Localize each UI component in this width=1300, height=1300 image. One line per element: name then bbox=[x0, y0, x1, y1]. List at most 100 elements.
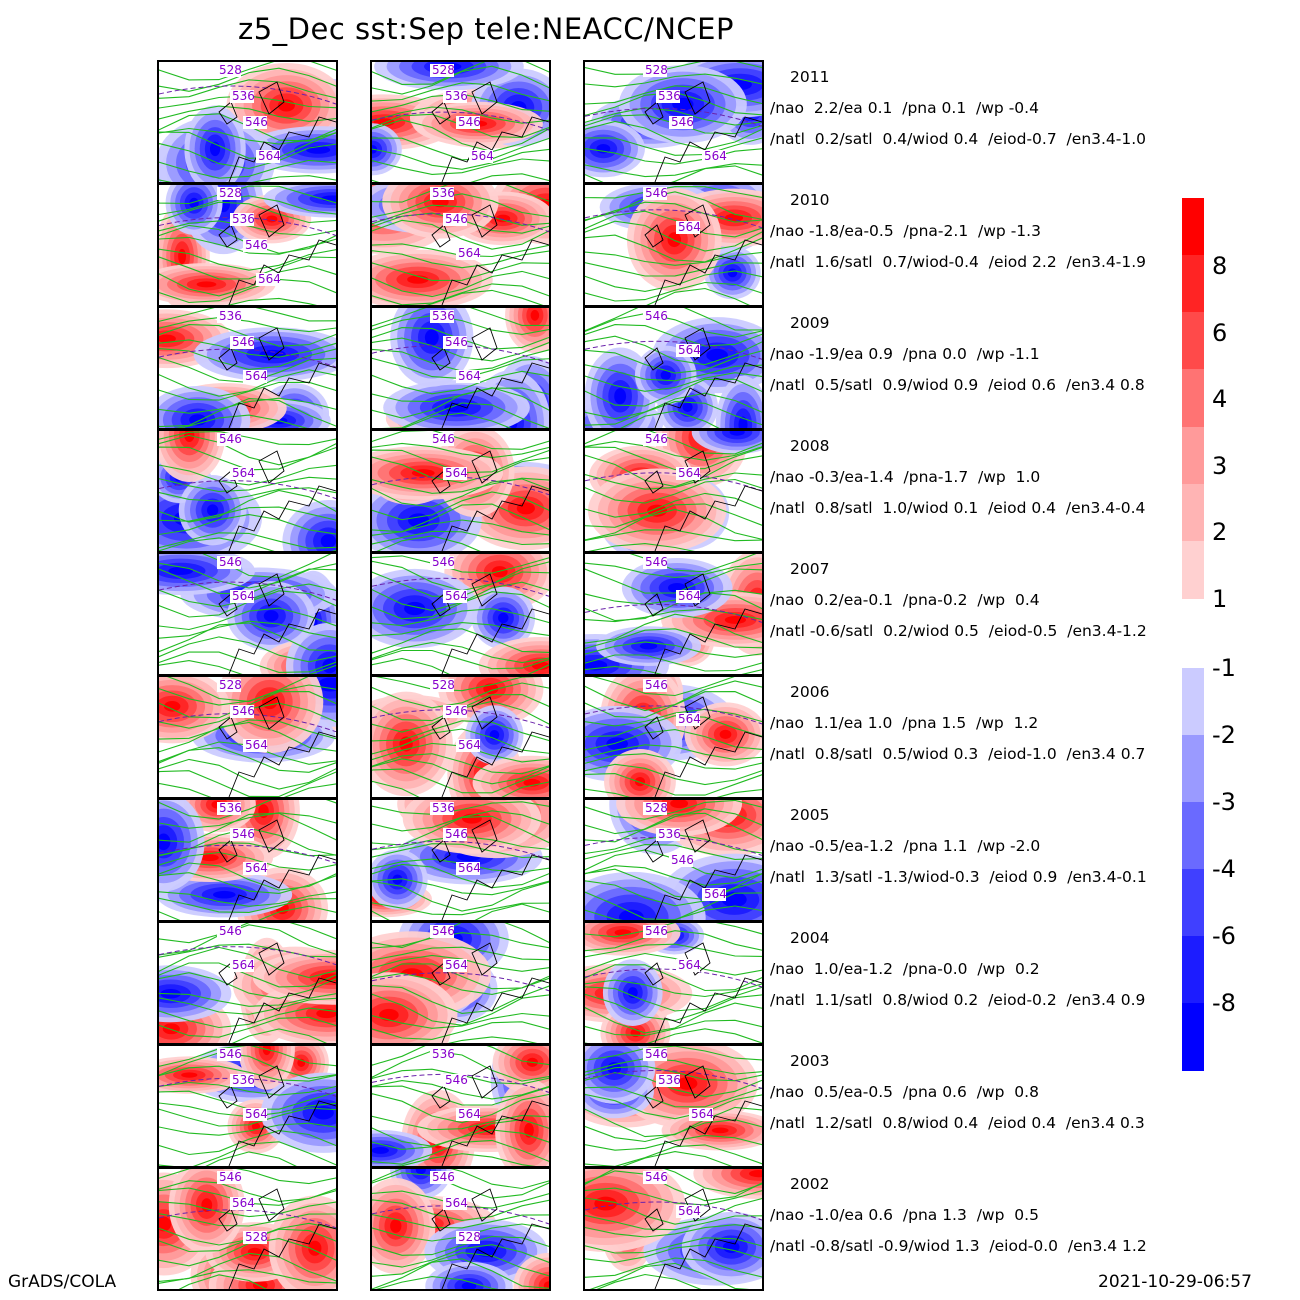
year-label: 2008 bbox=[790, 437, 830, 455]
contour-label: 528 bbox=[643, 801, 668, 815]
contour-label: 536 bbox=[430, 309, 455, 323]
contour-label: 528 bbox=[430, 678, 455, 692]
row-annotation: 2003/nao 0.5/ea-0.5 /pna 0.6 /wp 0.8/nat… bbox=[770, 1046, 1145, 1139]
map-panel: 528 536 546 564 bbox=[583, 798, 764, 922]
svg-text:546: 546 bbox=[445, 827, 468, 841]
svg-text:546: 546 bbox=[458, 115, 481, 129]
svg-text:546: 546 bbox=[219, 1170, 242, 1184]
svg-text:546: 546 bbox=[645, 309, 668, 323]
colorbar-label: -1 bbox=[1212, 654, 1236, 682]
svg-text:564: 564 bbox=[678, 1204, 701, 1218]
map-panel: 528 536 546 564 bbox=[157, 60, 338, 184]
contour-label: 536 bbox=[217, 309, 242, 323]
index-line-1: /nao -0.3/ea-1.4 /pna-1.7 /wp 1.0 bbox=[770, 468, 1041, 486]
contour-label: 564 bbox=[456, 369, 481, 383]
contour-label: 546 bbox=[643, 555, 668, 569]
colorbar-swatch bbox=[1182, 483, 1204, 542]
contour-label: 564 bbox=[469, 149, 494, 163]
contour-label: 564 bbox=[230, 958, 255, 972]
svg-text:546: 546 bbox=[645, 555, 668, 569]
map-panel: 546 564 bbox=[370, 552, 551, 676]
colorbar-swatch bbox=[1182, 668, 1204, 736]
contour-label: 536 bbox=[230, 212, 255, 226]
year-label: 2002 bbox=[790, 1175, 830, 1193]
contour-label: 546 bbox=[217, 1047, 242, 1061]
index-line-2: /natl -0.6/satl 0.2/wiod 0.5 /eiod-0.5 /… bbox=[770, 622, 1147, 640]
contour-label: 546 bbox=[456, 115, 481, 129]
svg-text:546: 546 bbox=[445, 212, 468, 226]
contour-label: 536 bbox=[430, 186, 455, 200]
map-panel: 546 564 bbox=[157, 921, 338, 1045]
contour-label: 546 bbox=[443, 212, 468, 226]
index-line-2: /natl 1.6/satl 0.7/wiod-0.4 /eiod 2.2 /e… bbox=[770, 253, 1147, 271]
contour-label: 536 bbox=[656, 827, 681, 841]
colorbar-swatch bbox=[1182, 1003, 1204, 1071]
svg-text:564: 564 bbox=[445, 589, 468, 603]
svg-text:546: 546 bbox=[232, 827, 255, 841]
svg-text:564: 564 bbox=[245, 861, 268, 875]
svg-text:546: 546 bbox=[645, 186, 668, 200]
svg-text:564: 564 bbox=[704, 887, 727, 901]
map-panel: 528 536 546 564 bbox=[583, 60, 764, 184]
svg-text:564: 564 bbox=[678, 220, 701, 234]
contour-label: 564 bbox=[676, 589, 701, 603]
colorbar-label: 1 bbox=[1212, 584, 1228, 613]
svg-text:536: 536 bbox=[219, 801, 242, 815]
colorbar-label: -2 bbox=[1212, 721, 1236, 749]
contour-label: 564 bbox=[676, 466, 701, 480]
svg-text:546: 546 bbox=[232, 704, 255, 718]
contour-label: 564 bbox=[456, 1107, 481, 1121]
svg-text:528: 528 bbox=[432, 63, 455, 77]
map-panel: 546 564 bbox=[370, 921, 551, 1045]
svg-text:564: 564 bbox=[678, 343, 701, 357]
map-panel: 546 564 528 bbox=[157, 1167, 338, 1291]
contour-label: 546 bbox=[643, 924, 668, 938]
svg-text:546: 546 bbox=[245, 115, 268, 129]
contour-label: 528 bbox=[643, 63, 668, 77]
index-line-2: /natl 0.8/satl 0.5/wiod 0.3 /eiod-1.0 /e… bbox=[770, 745, 1146, 763]
contour-label: 528 bbox=[430, 63, 455, 77]
map-panel: 546 564 bbox=[583, 429, 764, 553]
svg-text:536: 536 bbox=[232, 1073, 255, 1087]
contour-label: 564 bbox=[456, 738, 481, 752]
contour-label: 528 bbox=[217, 678, 242, 692]
contour-label: 546 bbox=[643, 1170, 668, 1184]
contour-label: 564 bbox=[676, 958, 701, 972]
colorbar-swatch bbox=[1182, 540, 1204, 599]
colorbar-label: 8 bbox=[1212, 252, 1228, 280]
svg-text:564: 564 bbox=[232, 466, 255, 480]
map-panel: 546 564 bbox=[583, 552, 764, 676]
contour-label: 564 bbox=[676, 712, 701, 726]
index-line-1: /nao 0.5/ea-0.5 /pna 0.6 /wp 0.8 bbox=[770, 1083, 1039, 1101]
contour-label: 546 bbox=[430, 432, 455, 446]
contour-label: 546 bbox=[643, 309, 668, 323]
svg-text:564: 564 bbox=[458, 246, 481, 260]
svg-text:546: 546 bbox=[445, 335, 468, 349]
index-line-2: /natl -0.8/satl -0.9/wiod 1.3 /eiod-0.0 … bbox=[770, 1237, 1147, 1255]
svg-text:536: 536 bbox=[445, 89, 468, 103]
map-panel: 546 564 bbox=[583, 921, 764, 1045]
svg-text:546: 546 bbox=[645, 1170, 668, 1184]
contour-label: 546 bbox=[443, 704, 468, 718]
colorbar-swatch bbox=[1182, 426, 1204, 485]
colorbar-swatch bbox=[1182, 312, 1204, 371]
contour-label: 546 bbox=[443, 335, 468, 349]
svg-text:546: 546 bbox=[219, 1047, 242, 1061]
index-line-2: /natl 1.1/satl 0.8/wiod 0.2 /eiod-0.2 /e… bbox=[770, 991, 1146, 1009]
svg-text:564: 564 bbox=[678, 958, 701, 972]
index-line-2: /natl 0.2/satl 0.4/wiod 0.4 /eiod-0.7 /e… bbox=[770, 130, 1147, 148]
contour-label: 564 bbox=[443, 466, 468, 480]
index-line-2: /natl 1.3/satl -1.3/wiod-0.3 /eiod 0.9 /… bbox=[770, 868, 1147, 886]
index-line-2: /natl 1.2/satl 0.8/wiod 0.4 /eiod 0.4 /e… bbox=[770, 1114, 1145, 1132]
svg-text:564: 564 bbox=[458, 861, 481, 875]
map-panel: 546 564 bbox=[157, 552, 338, 676]
year-label: 2011 bbox=[790, 68, 830, 86]
contour-label: 546 bbox=[243, 115, 268, 129]
index-line-1: /nao -1.9/ea 0.9 /pna 0.0 /wp -1.1 bbox=[770, 345, 1040, 363]
row-annotation: 2004/nao 1.0/ea-1.2 /pna-0.0 /wp 0.2/nat… bbox=[770, 923, 1145, 1016]
contour-label: 564 bbox=[456, 246, 481, 260]
contour-label: 536 bbox=[230, 1073, 255, 1087]
svg-text:536: 536 bbox=[219, 309, 242, 323]
colorbar-label: 6 bbox=[1212, 318, 1228, 347]
